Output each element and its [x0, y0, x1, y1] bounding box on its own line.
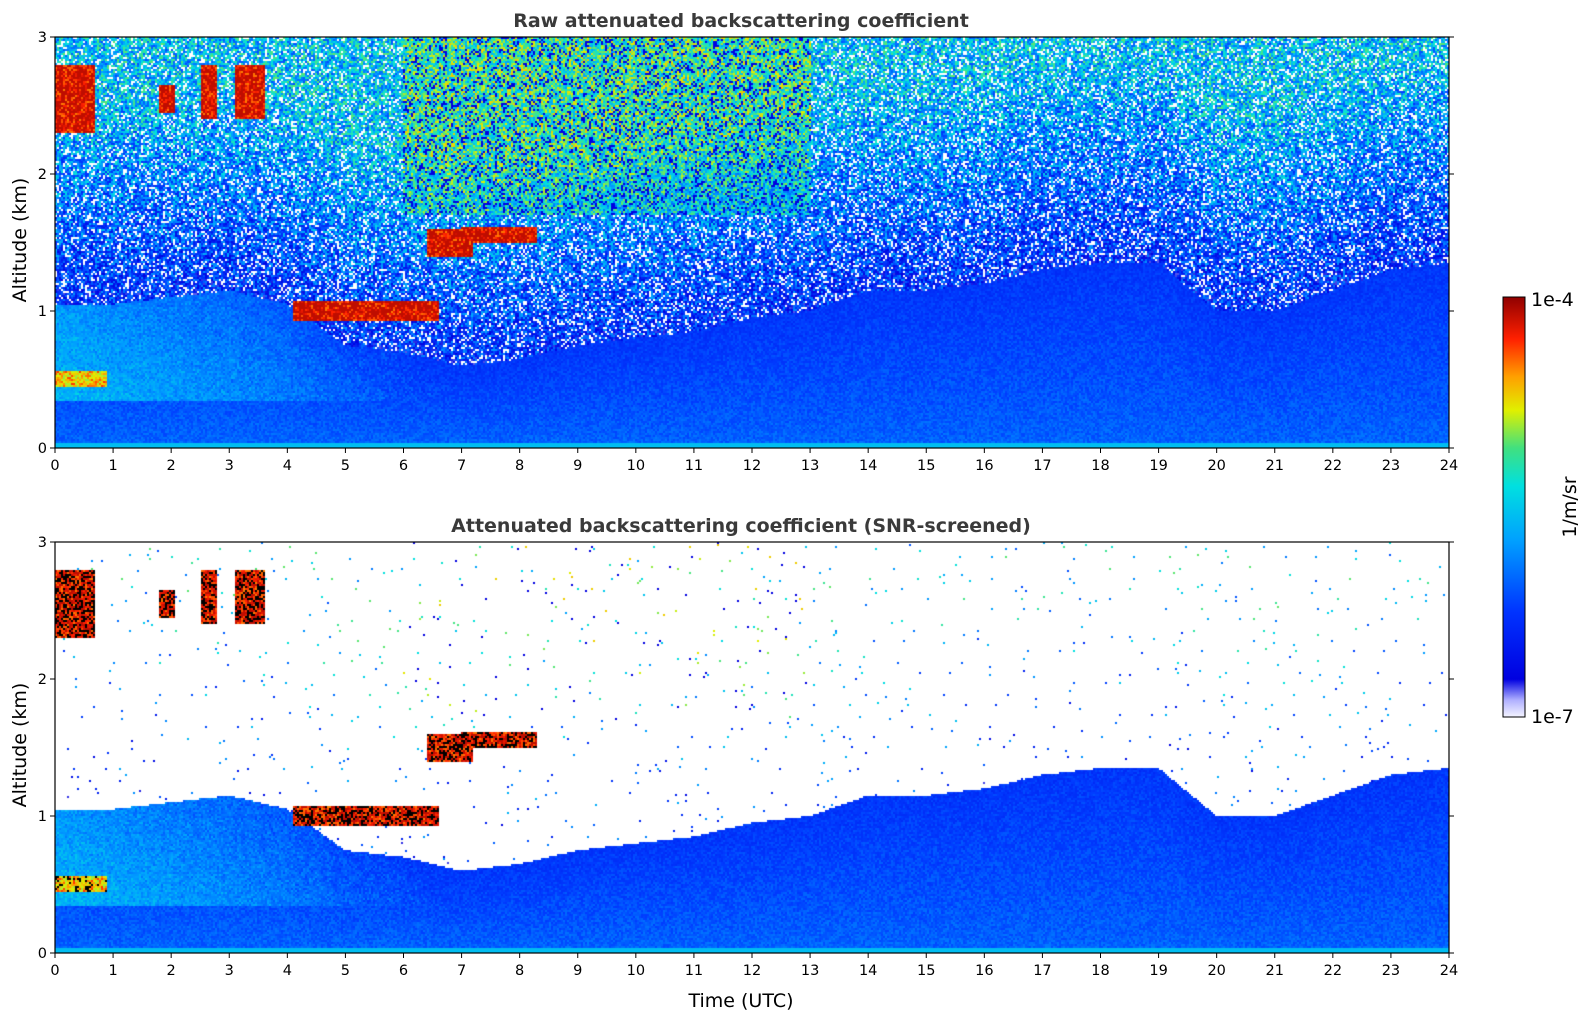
x-tick-label: 8	[515, 458, 524, 474]
y-tick-label: 1	[38, 809, 47, 825]
x-tick-label: 19	[1149, 458, 1167, 474]
x-tick-label: 10	[627, 963, 645, 979]
x-tick-label: 19	[1149, 963, 1167, 979]
x-tick-label: 13	[801, 458, 819, 474]
x-tick-label: 16	[975, 458, 993, 474]
x-tick-label: 0	[50, 458, 59, 474]
x-tick-label: 23	[1382, 963, 1400, 979]
panel-raw-ylabel: Altitude (km)	[9, 178, 31, 303]
x-tick-label: 1	[108, 963, 117, 979]
colorbar-max-label: 1e-4	[1531, 289, 1574, 311]
x-tick-label: 7	[457, 963, 466, 979]
x-tick-label: 22	[1324, 458, 1342, 474]
panel-raw-title: Raw attenuated backscattering coefficien…	[513, 10, 969, 32]
heatmap-raster	[55, 542, 1449, 953]
x-tick-label: 12	[743, 458, 761, 474]
x-tick-label: 2	[167, 963, 176, 979]
y-tick-label: 0	[38, 441, 47, 457]
x-tick-label: 4	[283, 458, 292, 474]
y-tick-label: 2	[38, 672, 47, 688]
x-tick-label: 18	[1091, 458, 1109, 474]
x-tick-label: 11	[685, 458, 703, 474]
colorbar-gradient	[1502, 296, 1526, 718]
x-tick-label: 14	[859, 963, 877, 979]
y-tick-label: 3	[38, 535, 47, 551]
x-tick-label: 10	[627, 458, 645, 474]
x-tick-label: 4	[283, 963, 292, 979]
x-tick-label: 23	[1382, 458, 1400, 474]
y-tick-label: 0	[38, 946, 47, 962]
x-tick-label: 6	[399, 458, 408, 474]
colorbar-unit-label: 1/m/sr	[1559, 476, 1581, 537]
x-tick-label: 9	[573, 963, 582, 979]
x-tick-label: 16	[975, 963, 993, 979]
panel-screened-ylabel: Altitude (km)	[9, 683, 31, 808]
y-tick-label: 2	[38, 167, 47, 183]
x-tick-label: 17	[1033, 963, 1051, 979]
x-tick-label: 15	[917, 458, 935, 474]
x-tick-label: 17	[1033, 458, 1051, 474]
panel-raw: Raw attenuated backscattering coefficien…	[9, 10, 1458, 474]
x-tick-label: 24	[1440, 458, 1458, 474]
x-tick-label: 21	[1266, 458, 1284, 474]
x-tick-label: 22	[1324, 963, 1342, 979]
panel-screened-axes: 0 1 2 3 4 5 6 7 8 9 10 11 12 13 14 15 16 17 18 19 20 21 22 23 24…	[38, 535, 1458, 979]
x-tick-label: 8	[515, 963, 524, 979]
x-tick-label: 12	[743, 963, 761, 979]
x-tick-label: 1	[108, 458, 117, 474]
y-tick-label: 3	[38, 30, 47, 46]
colorbar-min-label: 1e-7	[1531, 706, 1574, 728]
x-tick-label: 5	[341, 458, 350, 474]
panel-raw-heatmap	[55, 37, 1449, 448]
x-tick-label: 2	[167, 458, 176, 474]
x-tick-label: 0	[50, 963, 59, 979]
x-tick-label: 14	[859, 458, 877, 474]
x-tick-label: 20	[1207, 963, 1225, 979]
panel-screened-xlabel: Time (UTC)	[687, 990, 793, 1012]
x-tick-label: 20	[1207, 458, 1225, 474]
panel-screened: Attenuated backscattering coefficient (S…	[9, 515, 1458, 1012]
x-tick-label: 11	[685, 963, 703, 979]
panel-screened-heatmap	[55, 542, 1449, 953]
x-tick-label: 5	[341, 963, 350, 979]
x-tick-label: 6	[399, 963, 408, 979]
x-tick-label: 18	[1091, 963, 1109, 979]
heatmap-raster	[55, 37, 1449, 448]
x-tick-label: 9	[573, 458, 582, 474]
panel-screened-title: Attenuated backscattering coefficient (S…	[451, 515, 1031, 537]
x-tick-label: 7	[457, 458, 466, 474]
x-tick-label: 3	[225, 963, 234, 979]
colorbar: 1e-4 1e-7 1/m/sr	[1502, 289, 1581, 728]
x-tick-label: 24	[1440, 963, 1458, 979]
x-tick-label: 21	[1266, 963, 1284, 979]
x-tick-label: 15	[917, 963, 935, 979]
x-tick-label: 13	[801, 963, 819, 979]
y-tick-label: 1	[38, 304, 47, 320]
x-tick-label: 3	[225, 458, 234, 474]
panel-raw-axes: 0 1 2 3 4 5 6 7 8 9 10 11 12 13 14 15 16 17 18 19 20 21 22 23 24…	[38, 30, 1458, 474]
